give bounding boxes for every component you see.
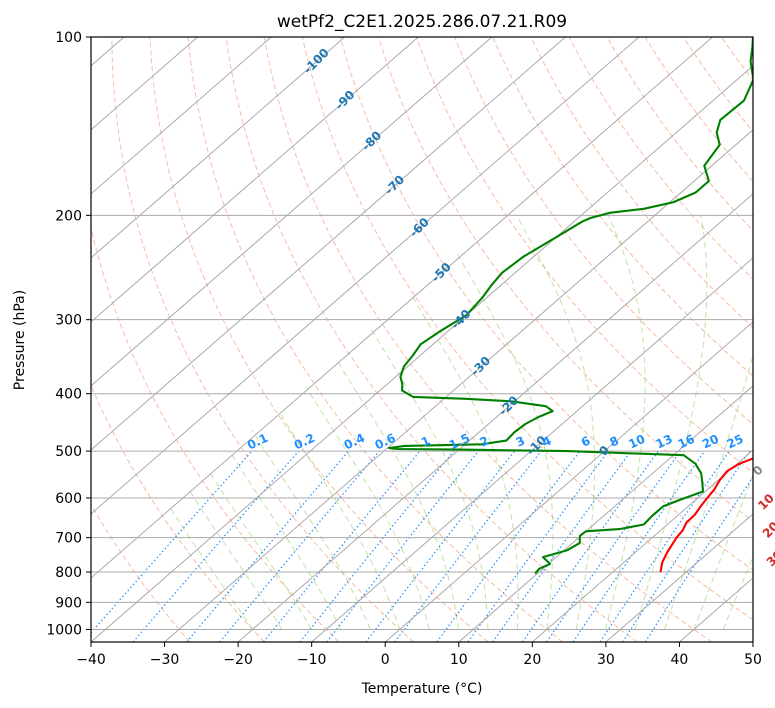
x-tick-label: −40: [76, 652, 106, 668]
y-tick-label: 100: [55, 30, 82, 46]
y-tick-label: 300: [55, 313, 82, 329]
temperature-line: [659, 37, 753, 573]
mixing-ratio-line: [394, 450, 542, 642]
axis-ticks: −40 −30 −20 −10 0 10 20 30 40 50 100 200 300 400 500 60…: [46, 30, 762, 668]
chart-title: wetPf2_C2E1.2025.286.07.21.R09: [277, 12, 567, 32]
x-tick-label: 50: [744, 652, 762, 668]
y-tick-label: 500: [55, 444, 82, 460]
moist-adiabat-label: 30: [764, 548, 775, 570]
mixing-ratio-line: [299, 450, 455, 642]
mixing-ratio-line: [326, 450, 479, 642]
mixing-ratio-line: [546, 450, 681, 642]
y-tick-label: 400: [55, 387, 82, 403]
grid-lines: [91, 37, 753, 642]
dry-adiabat-line: [91, 224, 340, 642]
x-tick-label: 40: [671, 652, 689, 668]
moist-adiabat-line: [208, 470, 312, 630]
isotherm-line: [164, 129, 753, 642]
y-axis-label: Pressure (hPa): [12, 290, 28, 390]
moist-adiabat-line: [409, 292, 519, 630]
dry-adiabat-line: [644, 37, 753, 183]
mixing-ratio-line: [91, 450, 253, 634]
mixing-ratio-line: [365, 450, 516, 642]
x-tick-label: 10: [450, 652, 468, 668]
isotherm-line: [91, 37, 346, 259]
isotherm-line: [91, 37, 419, 323]
mixing-ratio-label: 13: [654, 432, 675, 452]
x-tick-label: −20: [223, 652, 253, 668]
mixing-ratio-label: 20: [700, 432, 721, 452]
moist-adiabat-line: [455, 251, 554, 630]
isotherm-line: [311, 257, 753, 642]
mixing-ratio-line: [522, 450, 659, 642]
x-tick-label: −30: [150, 652, 180, 668]
isotherm-line: [91, 37, 272, 195]
x-tick-label: 20: [523, 652, 541, 668]
plot-frame: [90, 36, 754, 643]
dry-adiabat-line: [530, 37, 753, 329]
isotherm-line: [91, 37, 566, 451]
mixing-ratio-line: [492, 450, 632, 642]
dry-adiabat-line: [416, 37, 753, 474]
dry-adiabat-line: [187, 37, 563, 642]
y-tick-label: 700: [55, 531, 82, 547]
x-tick-label: 0: [381, 652, 390, 668]
isotherm-line: [458, 385, 753, 642]
y-tick-label: 200: [55, 208, 82, 224]
moist-adiabat-line: [279, 412, 401, 630]
isotherm-line: [91, 37, 713, 579]
isotherm-line: [532, 449, 753, 642]
moist-adiabat-line: [188, 489, 283, 630]
mixing-ratio-label: 25: [725, 432, 746, 452]
dry-adiabat-line: [492, 37, 753, 377]
y-tick-label: 600: [55, 491, 82, 507]
y-tick-label: 900: [55, 595, 82, 611]
isotherm-line: [605, 513, 753, 642]
x-tick-label: −10: [297, 652, 327, 668]
isotherm-line: [237, 193, 753, 642]
x-axis-label: Temperature (°C): [361, 681, 483, 697]
isotherm-line: [91, 37, 640, 515]
dry-adiabat-line: [301, 37, 753, 621]
dry-adiabat-line: [339, 37, 753, 571]
moist-adiabat-line: [634, 215, 708, 630]
mixing-ratio-label: 10: [626, 432, 647, 452]
y-tick-label: 800: [55, 565, 82, 581]
dry-adiabat-line: [111, 37, 414, 642]
profile-series: [387, 37, 753, 575]
mixing-ratio-label: 16: [676, 432, 697, 452]
mixing-ratio-line: [572, 450, 706, 642]
background-lines: [91, 37, 753, 642]
moist-adiabat-line: [335, 359, 459, 630]
dry-adiabat-line: [91, 384, 265, 642]
mixing-ratio-line: [219, 450, 380, 642]
dry-adiabat-line: [263, 37, 713, 642]
moist-adiabat-line: [229, 450, 342, 630]
dry-adiabat-line: [225, 37, 638, 642]
mixing-ratio-line: [263, 450, 421, 642]
isotherm-line: [91, 37, 493, 387]
mixing-ratio-line: [186, 450, 350, 642]
moist-adiabat-label: 40: [771, 579, 775, 601]
moist-adiabat-line: [251, 429, 371, 630]
isotherm-line: [91, 65, 753, 642]
mixing-ratio-line: [467, 450, 609, 642]
moist-adiabat-line: [305, 386, 430, 630]
moist-adiabat-line: [370, 327, 489, 630]
y-tick-label: 1000: [46, 622, 82, 638]
x-tick-label: 30: [597, 652, 615, 668]
dewpoint-line: [387, 37, 753, 575]
isotherm-line: [384, 321, 753, 642]
moist-adiabat-line: [168, 506, 253, 630]
dry-adiabat-line: [378, 37, 753, 522]
